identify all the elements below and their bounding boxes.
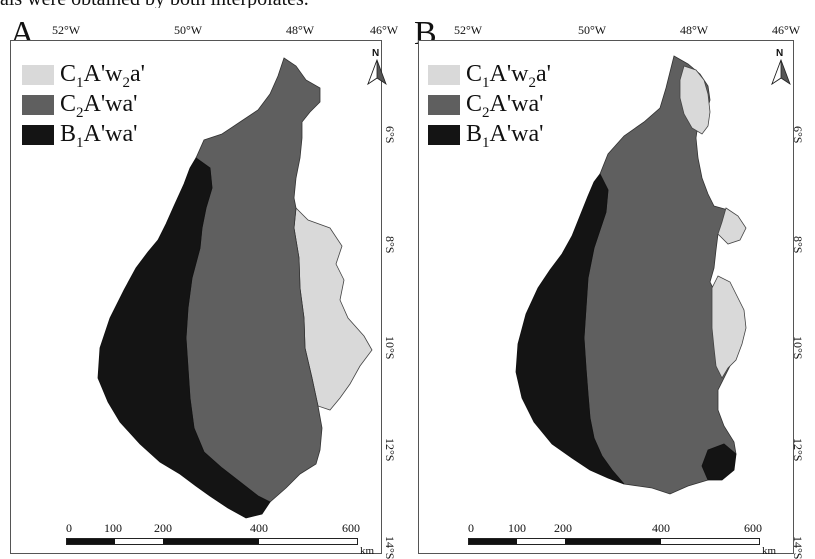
north-label-a: N xyxy=(372,48,380,59)
legend-swatch-c1awa xyxy=(22,65,54,85)
scale-num-0: 0 xyxy=(66,521,72,535)
legend-swatch-c1awa-b xyxy=(428,65,460,85)
scale-num-400: 400 xyxy=(250,521,268,535)
legend-label-c1awa-b: C1A'w2a' xyxy=(466,61,551,91)
legend-b: C1A'w2a' C2A'wa' B1A'wa' xyxy=(428,61,628,152)
north-arrow-icon-a xyxy=(367,58,387,86)
north-arrow-icon-b xyxy=(771,58,791,86)
scale-bar-a: 0 100 200 400 600 km xyxy=(62,521,374,557)
scale-unit-a: km xyxy=(360,545,375,557)
region-b1awa-b xyxy=(515,173,625,485)
scale-bar-track xyxy=(66,538,358,545)
lat-tick-10s-b: 10°S xyxy=(791,336,805,360)
region-c1awa-east-b1 xyxy=(717,207,747,245)
map-panel-b: B. 52°W 50°W 48°W 46°W C1A'w2a' C2A'wa' … xyxy=(412,16,815,559)
lon-tick-48w: 48°W xyxy=(286,23,315,37)
legend-swatch-b1awa xyxy=(22,125,54,145)
scale-num-600-b: 600 xyxy=(744,521,762,535)
map-a-regions xyxy=(97,57,373,519)
lon-tick-50w-b: 50°W xyxy=(578,23,607,37)
scale-bar-track-b xyxy=(468,538,760,545)
lon-tick-52w-b: 52°W xyxy=(454,23,483,37)
scale-num-100-b: 100 xyxy=(508,521,526,535)
scale-num-600: 600 xyxy=(342,521,360,535)
scale-num-0-b: 0 xyxy=(468,521,474,535)
legend-label-c2awa-b: C2A'wa' xyxy=(466,91,544,121)
lat-tick-10s: 10°S xyxy=(383,336,397,360)
lat-tick-6s: 6°S xyxy=(383,126,397,144)
lon-tick-48w-b: 48°W xyxy=(680,23,709,37)
legend-label-b1awa: B1A'wa' xyxy=(60,121,138,151)
region-c1awa-east-b2 xyxy=(711,275,747,379)
lon-tick-46w-b: 46°W xyxy=(772,23,801,37)
lat-tick-12s: 12°S xyxy=(383,438,397,462)
legend-a: C1A'w2a' C2A'wa' B1A'wa' xyxy=(22,61,222,152)
map-panel-a: A. 52°W 50°W 48°W 46°W C1A'w2a' C2A'wa' … xyxy=(0,16,412,559)
lat-tick-14s-b: 14°S xyxy=(791,536,805,559)
region-b1awa-a xyxy=(97,157,271,519)
legend-label-c1awa: C1A'w2a' xyxy=(60,61,145,91)
legend-label-c2awa: C2A'wa' xyxy=(60,91,138,121)
region-b1awa-southeast-b xyxy=(701,443,737,481)
legend-swatch-b1awa-b xyxy=(428,125,460,145)
lat-tick-14s: 14°S xyxy=(383,536,397,559)
lat-tick-12s-b: 12°S xyxy=(791,438,805,462)
lon-tick-50w: 50°W xyxy=(174,23,203,37)
scale-bar-b: 0 100 200 400 600 km xyxy=(464,521,776,557)
map-b-regions xyxy=(515,55,747,495)
scale-unit-b: km xyxy=(762,545,777,557)
legend-label-b1awa-b: B1A'wa' xyxy=(466,121,544,151)
scale-num-200: 200 xyxy=(154,521,172,535)
lat-tick-8s: 8°S xyxy=(383,236,397,254)
lon-tick-46w: 46°W xyxy=(370,23,399,37)
legend-swatch-c2awa-b xyxy=(428,95,460,115)
north-label-b: N xyxy=(776,48,784,59)
lat-tick-6s-b: 6°S xyxy=(791,126,805,144)
scale-num-100: 100 xyxy=(104,521,122,535)
lon-tick-52w: 52°W xyxy=(52,23,81,37)
scale-num-200-b: 200 xyxy=(554,521,572,535)
region-c1awa-north-b xyxy=(679,65,711,135)
scale-num-400-b: 400 xyxy=(652,521,670,535)
figure-caption-fragment: als were obtained by both interpolates. xyxy=(0,0,815,8)
lat-tick-8s-b: 8°S xyxy=(791,236,805,254)
legend-swatch-c2awa xyxy=(22,95,54,115)
